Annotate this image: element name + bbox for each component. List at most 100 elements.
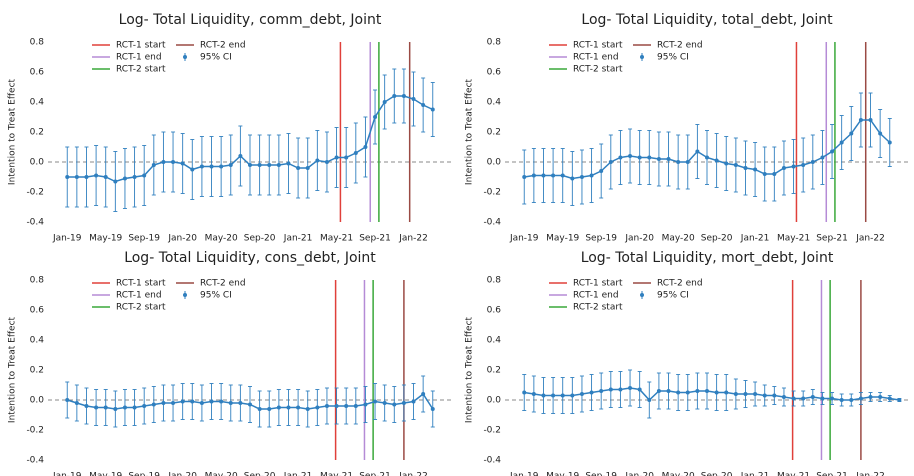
point	[392, 94, 397, 98]
point	[830, 396, 835, 401]
point	[65, 175, 70, 179]
point	[608, 387, 613, 392]
point	[666, 389, 671, 393]
x-tick-label: May-21	[777, 472, 810, 476]
point	[810, 395, 815, 399]
point	[647, 155, 652, 160]
point	[74, 401, 79, 405]
y-tick-label: -0.4	[26, 456, 44, 466]
x-tick-label: Sep-20	[244, 472, 276, 476]
point	[113, 407, 118, 411]
x-tick-label: Sep-21	[359, 234, 391, 244]
x-tick-label: May-21	[777, 234, 810, 244]
y-tick-label: 0.4	[30, 336, 45, 346]
y-tick-label: 0.6	[487, 68, 502, 78]
y-tick-label: 0.0	[487, 158, 502, 168]
point	[382, 100, 387, 104]
point	[209, 164, 214, 169]
x-tick-label: May-21	[320, 472, 353, 476]
point	[276, 163, 281, 167]
point	[411, 399, 416, 404]
point	[315, 405, 320, 410]
panel: Log- Total Liquidity, comm_debt, Joint In…	[8, 12, 452, 244]
point	[238, 401, 243, 405]
x-tick-label: Jan-22	[398, 472, 428, 476]
point	[714, 158, 719, 163]
point	[695, 149, 700, 154]
point	[887, 396, 892, 401]
y-tick-label: 0.2	[487, 128, 501, 138]
point	[373, 115, 378, 119]
panel: Log- Total Liquidity, total_debt, Joint I…	[465, 12, 909, 244]
point	[570, 393, 575, 398]
x-tick-label: Jan-19	[52, 472, 82, 476]
legend-swatch	[640, 55, 644, 59]
y-tick-label: 0.4	[30, 98, 45, 108]
point	[132, 175, 137, 179]
y-tick-label: -0.4	[483, 218, 501, 228]
x-tick-label: Sep-20	[701, 472, 733, 476]
legend-label: 95% CI	[657, 53, 689, 63]
point	[541, 393, 546, 398]
point	[84, 404, 89, 408]
point	[830, 149, 835, 154]
point	[334, 404, 339, 408]
legend-label: RCT-2 start	[116, 65, 166, 75]
point	[94, 173, 99, 178]
legend-label: RCT-2 end	[200, 41, 246, 51]
point	[647, 398, 652, 402]
x-tick-label: Jan-20	[167, 472, 197, 476]
point	[637, 387, 642, 392]
x-tick-label: Sep-19	[585, 234, 617, 244]
point	[334, 155, 339, 160]
point	[858, 396, 863, 401]
point	[801, 163, 806, 167]
point	[570, 176, 575, 181]
point	[296, 405, 301, 410]
point	[724, 161, 729, 166]
legend-label: RCT-2 end	[657, 279, 703, 289]
x-tick-label: May-20	[205, 472, 238, 476]
legend-label: RCT-1 end	[573, 291, 619, 301]
chart-title: Log- Total Liquidity, total_debt, Joint	[581, 12, 833, 28]
point	[209, 399, 214, 404]
point	[820, 155, 825, 160]
point	[579, 392, 584, 396]
point	[753, 167, 758, 172]
y-tick-label: 0.2	[30, 128, 44, 138]
point	[772, 393, 777, 398]
legend-label: RCT-1 start	[573, 279, 623, 289]
point	[363, 145, 368, 149]
point	[628, 154, 633, 158]
point	[820, 396, 825, 401]
point	[589, 173, 594, 178]
point	[714, 390, 719, 395]
point	[656, 389, 661, 393]
y-tick-label: -0.2	[483, 426, 501, 436]
point	[363, 402, 368, 407]
point	[353, 151, 358, 155]
point	[122, 405, 127, 410]
x-tick-label: Jan-20	[167, 234, 197, 244]
y-axis-label: Intention to Treat Effect	[465, 316, 475, 423]
point	[84, 175, 89, 179]
y-axis-label: Intention to Treat Effect	[8, 316, 18, 423]
point	[695, 389, 700, 393]
x-tick-label: Sep-19	[128, 234, 160, 244]
point	[897, 398, 902, 402]
point	[849, 131, 854, 136]
x-tick-label: Sep-21	[816, 234, 848, 244]
point	[589, 390, 594, 395]
y-tick-label: 0.8	[30, 38, 45, 48]
legend-swatch	[640, 293, 644, 297]
point	[324, 404, 329, 408]
point	[839, 140, 844, 145]
point	[305, 166, 310, 170]
point	[878, 395, 883, 399]
point	[392, 402, 397, 407]
point	[190, 167, 195, 172]
point	[257, 407, 262, 411]
y-tick-label: -0.2	[26, 188, 44, 198]
legend-label: RCT-2 start	[573, 303, 623, 313]
